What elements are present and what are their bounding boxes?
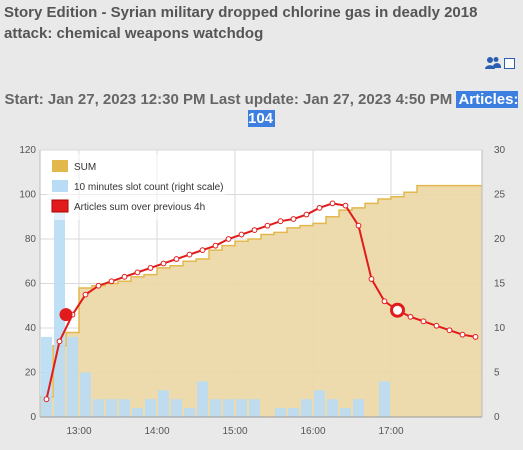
y-tick-label-left: 40 (25, 323, 37, 334)
slot-count-bar (288, 408, 299, 417)
y-tick-label-right: 15 (494, 279, 506, 290)
legend-swatch (51, 199, 69, 213)
articles-sum-point (433, 322, 440, 329)
articles-sum-point (173, 256, 180, 262)
slot-count-bar (236, 399, 247, 417)
highlight-point (59, 308, 73, 322)
slot-count-bar (171, 399, 182, 417)
articles-sum-point (147, 265, 154, 271)
highlight-point (390, 302, 405, 318)
slot-count-bar (41, 336, 52, 417)
articles-sum-point (251, 227, 258, 233)
users-icon[interactable] (485, 56, 501, 70)
articles-sum-point (368, 276, 375, 282)
articles-sum-point (121, 273, 128, 280)
slot-count-bar (119, 399, 130, 417)
legend-label: SUM (74, 162, 96, 173)
articles-sum-point (446, 327, 453, 334)
legend-swatch (52, 180, 68, 192)
articles-sum-point (56, 338, 63, 345)
y-tick-label-right: 20 (494, 234, 506, 245)
articles-sum-point (316, 204, 323, 211)
slot-count-bar (379, 381, 390, 417)
x-tick-label: 17:00 (378, 426, 403, 437)
articles-sum-point (108, 278, 115, 285)
y-tick-label-right: 10 (494, 323, 506, 334)
slot-count-bar (145, 399, 156, 417)
slot-count-bar (340, 408, 351, 417)
legend-label: Articles sum over previous 4h (74, 202, 205, 213)
articles-sum-point (277, 218, 284, 225)
y-tick-label-right: 0 (494, 412, 500, 423)
slot-count-bar (327, 399, 338, 417)
y-tick-label-left: 120 (19, 145, 36, 156)
x-tick-label: 15:00 (222, 426, 247, 437)
slot-count-bar (93, 399, 104, 417)
x-tick-label: 14:00 (144, 426, 169, 437)
x-tick-label: 13:00 (66, 426, 91, 437)
articles-sum-point (199, 247, 206, 254)
articles-sum-point (303, 211, 310, 218)
y-tick-label-left: 0 (30, 412, 36, 423)
slot-count-bar (210, 399, 221, 417)
slot-count-bar (223, 399, 234, 417)
story-subtitle: Start: Jan 27, 2023 12:30 PM Last update… (0, 90, 523, 128)
articles-sum-point (186, 251, 193, 258)
slot-count-bar (314, 390, 325, 417)
articles-sum-point (212, 242, 219, 249)
slot-count-bar (67, 336, 78, 417)
story-chart: 0 0 20 5 40 10 60 15 80 20 100 25 120 30 13:00 14:00 15:… (19, 145, 506, 437)
start-label: Start: Jan 27, 2023 12:30 PM (4, 91, 206, 108)
slot-count-bar (301, 399, 312, 417)
articles-sum-point (238, 231, 245, 238)
legend-swatch (52, 160, 68, 172)
articles-sum-point (355, 222, 362, 229)
slot-count-bar (184, 408, 195, 417)
articles-sum-point (381, 298, 388, 305)
y-tick-label-left: 20 (25, 368, 37, 379)
legend-label: 10 minutes slot count (right scale) (74, 182, 224, 193)
y-tick-label-right: 25 (494, 190, 506, 201)
y-tick-label-right: 30 (494, 145, 506, 156)
articles-sum-point (95, 282, 102, 289)
articles-sum-point (407, 313, 414, 320)
y-tick-label-left: 80 (25, 234, 37, 245)
slot-count-bar (132, 408, 143, 417)
articles-sum-point (342, 202, 349, 209)
articles-sum-point (472, 334, 479, 340)
slot-count-bar (80, 372, 91, 417)
articles-sum-point (420, 318, 427, 325)
articles-sum-point (225, 236, 232, 242)
sum-area (40, 185, 482, 417)
articles-sum-point (82, 291, 89, 298)
articles-sum-point (43, 396, 50, 403)
y-tick-label-right: 5 (494, 368, 500, 379)
legend: SUM 10 minutes slot count (right scale) Ar… (47, 154, 225, 220)
articles-sum-point (329, 200, 336, 207)
slot-count-bar (106, 399, 117, 417)
y-tick-label-left: 60 (25, 279, 37, 290)
toolbar (485, 56, 515, 70)
articles-sum-point (134, 269, 141, 276)
articles-sum-point (459, 331, 466, 338)
articles-sum-point (290, 216, 297, 222)
articles-sum-point (264, 222, 271, 229)
slot-count-bar (197, 381, 208, 417)
update-label: Last update: Jan 27, 2023 4:50 PM (209, 91, 453, 108)
page-title: Story Edition - Syrian military dropped … (4, 4, 478, 42)
y-tick-label-left: 100 (19, 190, 36, 201)
slot-count-bar (158, 390, 169, 417)
slot-count-bar (275, 408, 286, 417)
x-tick-label: 16:00 (300, 426, 325, 437)
slot-count-bar (353, 399, 364, 417)
slot-count-bar (249, 399, 260, 417)
square-outline-icon[interactable] (504, 57, 515, 69)
legend-background (47, 154, 225, 220)
articles-sum-point (160, 260, 167, 267)
